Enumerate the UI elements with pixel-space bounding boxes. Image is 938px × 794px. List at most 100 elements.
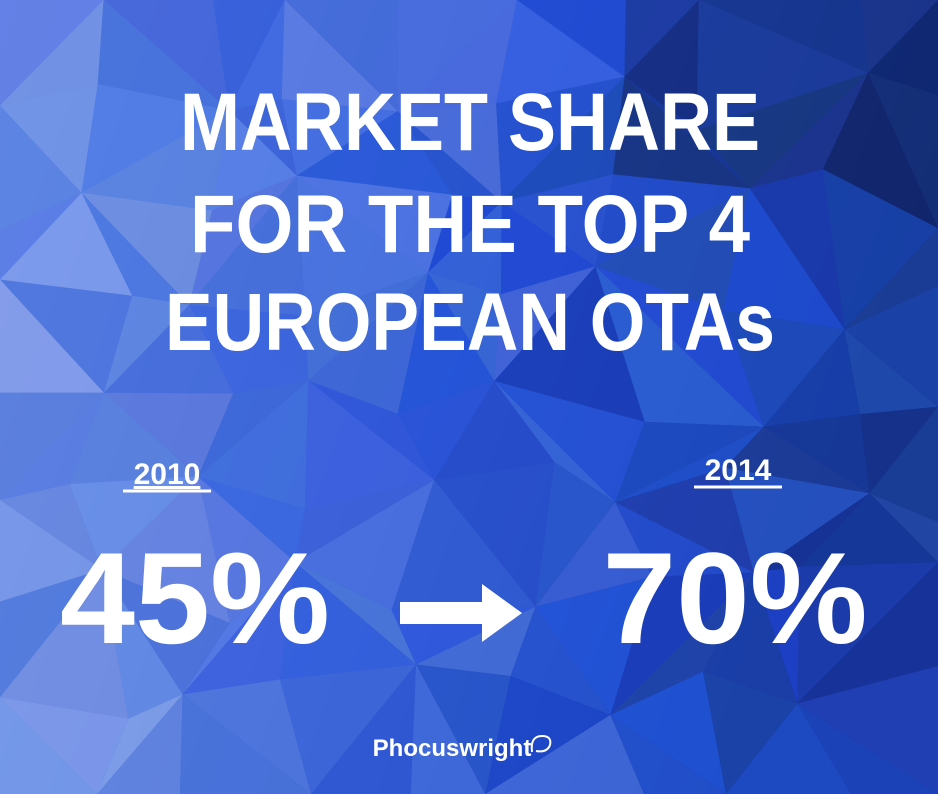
background-triangle	[868, 0, 938, 96]
background-triangle	[595, 174, 750, 267]
background-triangle	[615, 426, 764, 503]
background-triangle	[501, 174, 613, 267]
background-triangle	[97, 694, 183, 794]
background-triangle	[0, 483, 102, 570]
background-triangle	[860, 406, 938, 494]
background-triangle	[391, 480, 536, 610]
background-triangle	[103, 304, 234, 394]
background-triangle	[81, 110, 229, 211]
background-triangle	[434, 461, 555, 607]
background-triangle	[279, 664, 417, 794]
title-line: EUROPEAN OTAs	[165, 277, 775, 368]
background-triangle	[0, 392, 104, 501]
background-triangle	[103, 392, 234, 477]
background-triangle	[189, 304, 309, 381]
background-triangle	[624, 0, 699, 130]
background-triangle	[295, 480, 435, 563]
background-triangle	[0, 192, 133, 296]
background-triangle	[696, 0, 869, 130]
background-triangle	[753, 493, 870, 573]
background-triangle	[703, 572, 798, 704]
background-triangle	[428, 201, 502, 295]
background-triangle	[797, 703, 938, 794]
background-triangle	[296, 175, 429, 316]
background-triangle	[81, 192, 190, 305]
background-triangle	[844, 228, 938, 330]
background-triangle	[304, 380, 435, 510]
background-triangle	[0, 279, 104, 393]
background-triangle	[0, 697, 129, 794]
background-triangle	[198, 476, 305, 563]
background-triangle	[311, 664, 417, 794]
background-triangle	[308, 380, 435, 481]
background-triangle	[295, 562, 417, 665]
brand-logo: Phocuswright	[373, 735, 532, 762]
background-triangle	[397, 272, 495, 414]
background-triangle	[703, 671, 798, 794]
background-triangle	[800, 493, 938, 567]
background-triangle	[485, 714, 645, 794]
background-triangle	[822, 169, 938, 330]
background-triangle	[0, 279, 133, 393]
title: MARKET SHARE FOR THE TOP 4 EUROPEAN OTAs	[165, 77, 775, 368]
background-triangle	[397, 0, 517, 112]
share-value: 45%	[60, 525, 330, 671]
background-triangle	[0, 192, 82, 280]
background-triangle	[101, 569, 230, 695]
background-triangle	[101, 569, 183, 719]
background-triangle	[281, 0, 398, 112]
background-triangle	[624, 0, 699, 77]
background-triangle	[0, 0, 104, 106]
background-triangle	[494, 381, 616, 503]
background-triangle	[494, 381, 645, 503]
background-triangle	[844, 285, 938, 407]
year-label: 2014	[705, 454, 772, 487]
brand-mark	[530, 734, 552, 753]
background-triangle	[101, 476, 230, 624]
arrow	[400, 584, 522, 642]
background-triangle	[494, 266, 645, 422]
background-triangle	[296, 175, 453, 273]
background-triangle	[397, 381, 495, 481]
background-triangle	[97, 694, 183, 794]
background-triangle	[182, 679, 312, 794]
background-triangle	[763, 414, 870, 494]
background-triangle	[212, 110, 297, 211]
background-triangle	[0, 500, 102, 602]
background-triangle	[410, 664, 486, 794]
year-label: 2010	[134, 458, 201, 491]
background-triangle	[723, 310, 845, 427]
background-triangle	[103, 295, 190, 393]
background-triangle	[189, 175, 297, 305]
background-triangle	[228, 99, 297, 176]
background-triangle	[696, 72, 869, 189]
background-triangle	[610, 671, 727, 794]
share-value: 70%	[603, 525, 868, 671]
background-triangle	[516, 0, 626, 77]
background-triangle	[182, 562, 296, 695]
background-triangle	[279, 562, 417, 680]
background-triangle	[501, 76, 625, 202]
background-triangle	[69, 392, 199, 484]
background-triangle	[485, 676, 611, 794]
background-triangle	[510, 606, 611, 715]
background-triangle	[284, 0, 399, 112]
background-triangle	[428, 272, 501, 382]
background-triangle	[500, 201, 596, 295]
background-triangle	[228, 0, 285, 111]
background-triangle	[281, 99, 398, 176]
background-triangle	[763, 329, 861, 427]
background-triangle	[397, 103, 502, 202]
background-triangle	[615, 502, 754, 577]
background-triangle	[179, 694, 312, 794]
background-triangle	[198, 380, 309, 510]
background-triangle	[869, 406, 938, 523]
background-triangle	[397, 111, 502, 202]
background-triangle	[182, 562, 296, 695]
background-triangle	[749, 169, 845, 330]
background-triangle	[308, 272, 429, 414]
background-triangle	[0, 84, 98, 193]
